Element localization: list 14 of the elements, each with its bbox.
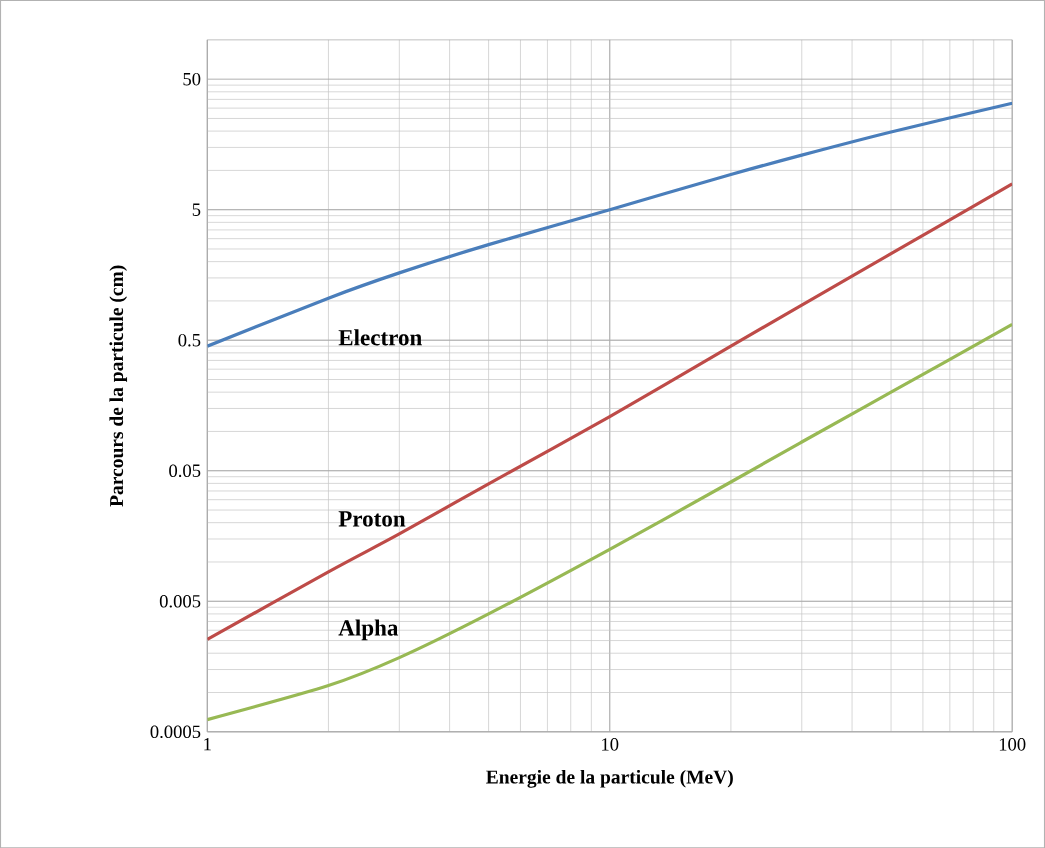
y-tick-label: 50 [183, 72, 201, 86]
x-tick-label: 10 [602, 737, 619, 751]
y-tick-label: 0.5 [178, 333, 201, 347]
y-tick-label: 5 [192, 203, 201, 216]
x-tick-label: 100 [999, 737, 1026, 751]
series-label: Alpha [338, 619, 399, 641]
y-tick-label: 0.0005 [150, 725, 201, 738]
y-tick-label: 0.05 [169, 464, 201, 477]
y-tick-label: 0.005 [159, 594, 201, 608]
y-axis-title: Parcours de la particule (cm) [109, 265, 128, 507]
series-label: Electron [338, 329, 422, 346]
x-tick-label: 1 [204, 737, 211, 751]
x-axis-title: Energie de la particule (MeV) [486, 769, 733, 788]
series-label: Proton [338, 511, 406, 527]
